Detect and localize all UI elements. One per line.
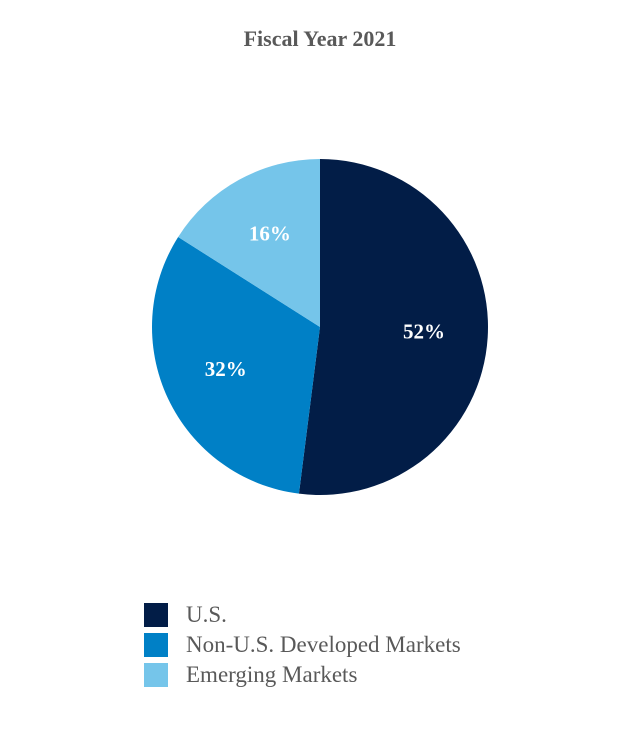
legend-item-us: U.S. (144, 600, 461, 630)
slice-label-us: 52% (403, 319, 445, 343)
legend-label-us: U.S. (186, 602, 227, 627)
legend-label-non-us-developed: Non-U.S. Developed Markets (186, 632, 461, 657)
legend-label-emerging: Emerging Markets (186, 662, 358, 687)
slice-label-emerging: 16% (249, 222, 291, 246)
legend-swatch-non-us-developed (144, 633, 168, 657)
legend-swatch-emerging (144, 663, 168, 687)
slice-label-non-us-developed: 32% (205, 357, 247, 381)
pie-slice-us (298, 159, 488, 495)
legend-item-non-us-developed: Non-U.S. Developed Markets (144, 630, 461, 660)
pie-chart: 52% 32% 16% (151, 159, 488, 495)
pie-slice-non-us-developed (151, 236, 320, 494)
pie-slice-emerging (178, 159, 320, 327)
legend-swatch-us (144, 603, 168, 627)
legend-item-emerging: Emerging Markets (144, 660, 461, 690)
legend: U.S. Non-U.S. Developed Markets Emerging… (144, 600, 461, 690)
chart-title: Fiscal Year 2021 (243, 26, 397, 51)
